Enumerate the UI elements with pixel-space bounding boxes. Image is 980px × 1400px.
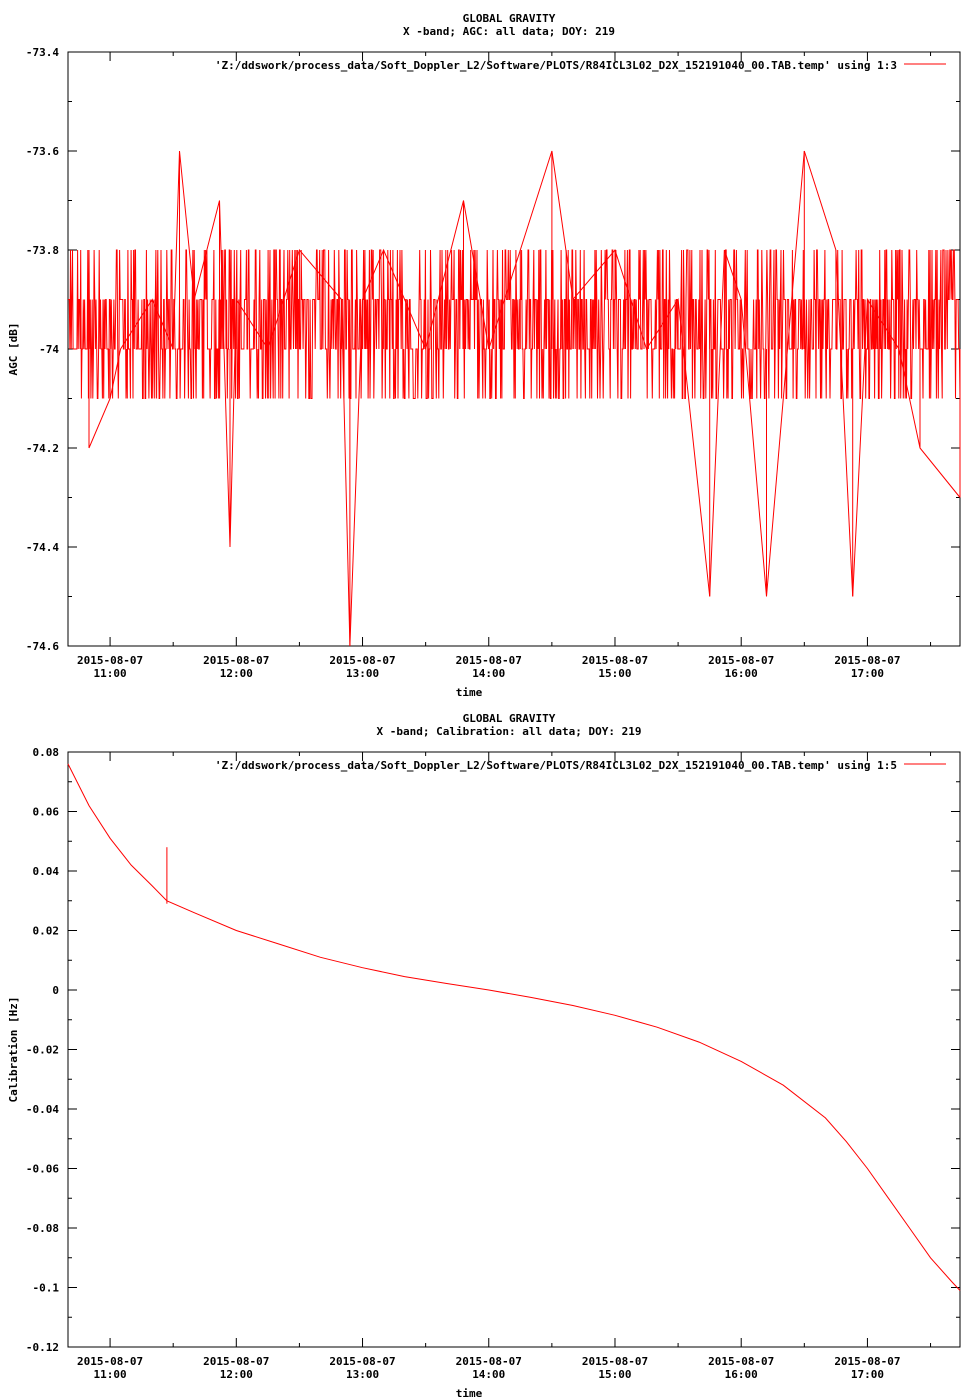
chart1-subtitle: X -band; AGC: all data; DOY: 219: [403, 25, 615, 38]
chart1-x-tick-date: 2015-08-07: [708, 654, 774, 667]
chart2-y-tick-label: -0.12: [26, 1341, 59, 1354]
chart2-x-tick-date: 2015-08-07: [203, 1355, 269, 1368]
chart2-title: GLOBAL GRAVITY: [463, 712, 556, 725]
chart1-y-tick-label: -73.8: [26, 244, 59, 257]
chart1-x-tick-time: 12:00: [220, 667, 253, 680]
chart1-y-tick-label: -73.6: [26, 145, 59, 158]
chart2-x-tick-time: 13:00: [346, 1368, 379, 1381]
chart1-x-tick-time: 14:00: [472, 667, 505, 680]
chart2-x-tick-time: 15:00: [598, 1368, 631, 1381]
chart1-y-tick-label: -74.4: [26, 541, 59, 554]
chart2-x-tick-time: 14:00: [472, 1368, 505, 1381]
chart2-y-tick-label: 0.04: [33, 865, 60, 878]
chart1-y-tick-label: -74: [39, 343, 59, 356]
chart1-series-line: [88, 150, 961, 647]
chart2-x-tick-date: 2015-08-07: [329, 1355, 395, 1368]
chart1-y-tick-label: -74.2: [26, 442, 59, 455]
chart2-y-tick-label: -0.08: [26, 1222, 59, 1235]
chart2-y-tick-label: -0.06: [26, 1163, 59, 1176]
chart2-x-tick-time: 12:00: [220, 1368, 253, 1381]
chart2-x-tick-date: 2015-08-07: [77, 1355, 143, 1368]
chart2-y-tick-label: -0.02: [26, 1044, 59, 1057]
chart1-x-tick-date: 2015-08-07: [329, 654, 395, 667]
chart2-x-tick-date: 2015-08-07: [708, 1355, 774, 1368]
chart1-x-tick-date: 2015-08-07: [582, 654, 648, 667]
chart2-y-tick-label: 0.06: [33, 806, 60, 819]
chart2-x-tick-time: 11:00: [94, 1368, 127, 1381]
chart1-x-tick-date: 2015-08-07: [456, 654, 522, 667]
chart1-y-axis-label: AGC [dB]: [7, 323, 20, 376]
chart1-title: GLOBAL GRAVITY: [463, 12, 556, 25]
chart2-y-axis-label: Calibration [Hz]: [7, 997, 20, 1103]
chart2-series-line: [67, 763, 961, 1291]
chart1-x-tick-time: 16:00: [725, 667, 758, 680]
chart2-plot-frame: [67, 751, 961, 1348]
chart2-y-tick-label: 0.02: [33, 925, 60, 938]
chart1-y-tick-label: -73.4: [26, 46, 59, 59]
chart1-x-axis-label: time: [456, 686, 483, 699]
chart2-x-tick-time: 16:00: [725, 1368, 758, 1381]
chart1-x-tick-time: 13:00: [346, 667, 379, 680]
chart2-x-tick-date: 2015-08-07: [834, 1355, 900, 1368]
chart2-x-tick-date: 2015-08-07: [582, 1355, 648, 1368]
chart1-x-tick-time: 11:00: [94, 667, 127, 680]
chart1-y-tick-label: -74.6: [26, 640, 59, 653]
chart2-y-tick-label: 0.08: [33, 746, 60, 759]
chart1-x-tick-time: 15:00: [598, 667, 631, 680]
chart2-x-tick-time: 17:00: [851, 1368, 884, 1381]
chart2-legend-label: 'Z:/ddswork/process_data/Soft_Doppler_L2…: [215, 759, 897, 772]
chart1-series-noise: [68, 249, 961, 399]
chart2-y-tick-label: 0: [52, 984, 59, 997]
chart2-x-axis-label: time: [456, 1387, 483, 1400]
chart2-y-tick-label: -0.1: [33, 1282, 60, 1295]
chart1-x-tick-date: 2015-08-07: [203, 654, 269, 667]
chart1-x-tick-time: 17:00: [851, 667, 884, 680]
chart1-legend-label: 'Z:/ddswork/process_data/Soft_Doppler_L2…: [215, 59, 897, 72]
chart1-x-tick-date: 2015-08-07: [834, 654, 900, 667]
chart2-subtitle: X -band; Calibration: all data; DOY: 219: [377, 725, 642, 738]
chart2-y-tick-label: -0.04: [26, 1103, 59, 1116]
chart2-x-tick-date: 2015-08-07: [456, 1355, 522, 1368]
chart1-x-tick-date: 2015-08-07: [77, 654, 143, 667]
